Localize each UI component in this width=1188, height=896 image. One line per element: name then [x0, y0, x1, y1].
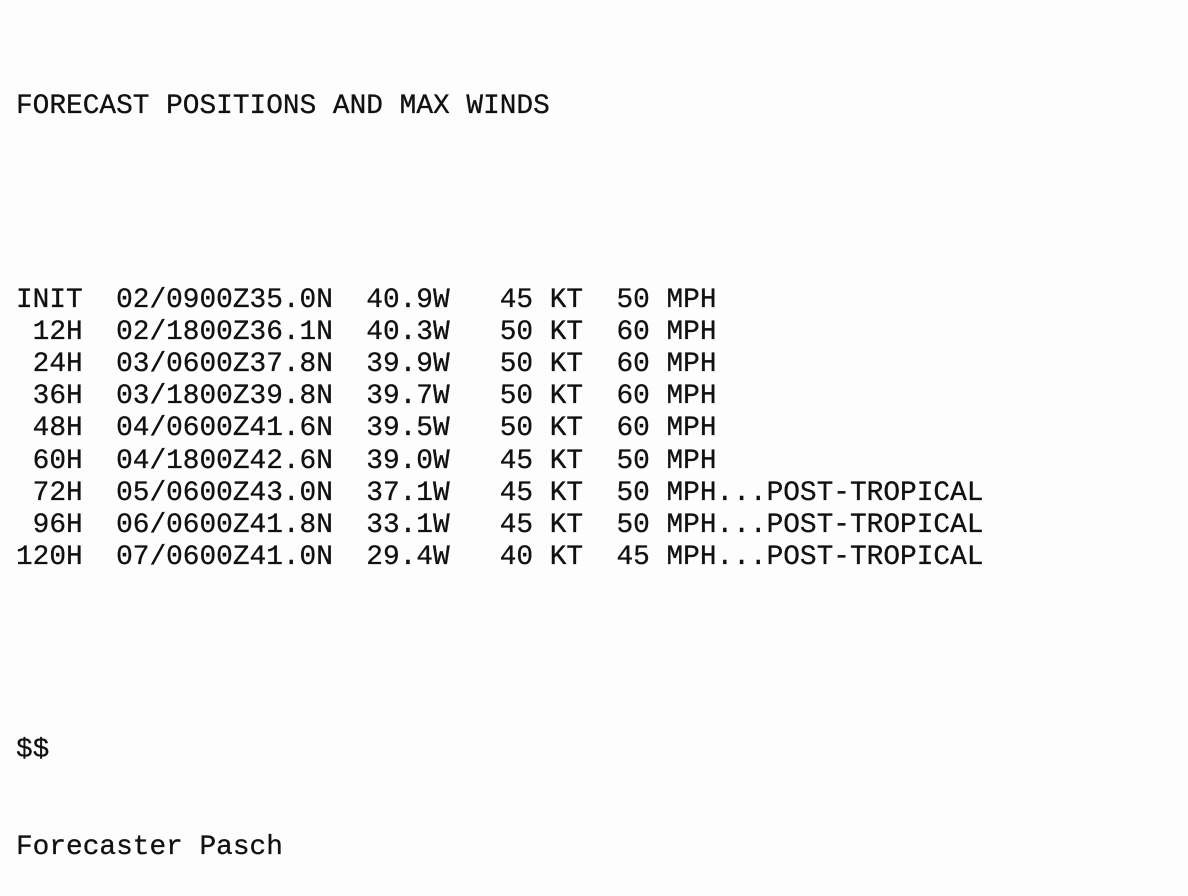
latitude: 41.6N [249, 413, 333, 445]
longitude: 39.0W [366, 445, 450, 477]
forecast-heading: FORECAST POSITIONS AND MAX WINDS [16, 91, 550, 123]
wind-mph: 60 MPH [616, 316, 717, 348]
longitude: 39.5W [366, 413, 450, 445]
forecast-hour: 60H [32, 445, 83, 477]
latitude: 43.0N [249, 477, 333, 509]
forecast-hour: 12H [32, 316, 83, 348]
wind-knots: 50 KT [499, 316, 584, 348]
status-note: ...POST-TROPICAL [716, 542, 984, 574]
table-row: 36H 03/1800Z39.8N 39.7W 50 KT 60 MPH [16, 381, 1188, 413]
longitude: 40.9W [366, 284, 450, 316]
forecast-hour: 72H [32, 477, 83, 509]
longitude: 37.1W [366, 477, 450, 509]
wind-mph: 50 MPH [616, 284, 717, 316]
valid-time: 02/0900Z [116, 284, 250, 316]
latitude: 39.8N [249, 381, 333, 413]
longitude: 39.9W [366, 348, 450, 380]
latitude: 35.0N [249, 284, 333, 316]
wind-knots: 45 KT [499, 445, 584, 477]
table-row: INIT 02/0900Z35.0N 40.9W 45 KT 50 MPH [16, 284, 1188, 317]
wind-mph: 45 MPH [616, 542, 717, 574]
valid-time: 04/1800Z [116, 445, 250, 477]
longitude: 39.7W [366, 381, 450, 413]
wind-knots: 45 KT [499, 477, 584, 509]
valid-time: 03/0600Z [116, 348, 250, 380]
end-marker: $$ [16, 735, 50, 767]
wind-knots: 50 KT [499, 348, 584, 380]
forecaster-signature: Forecaster Pasch [16, 831, 283, 863]
wind-knots: 50 KT [499, 413, 584, 445]
valid-time: 04/0600Z [116, 413, 250, 445]
wind-mph: 50 MPH [616, 477, 717, 509]
table-row: 60H 04/1800Z42.6N 39.0W 45 KT 50 MPH [16, 445, 1188, 478]
table-row: 72H 05/0600Z43.0N 37.1W 45 KT 50 MPH...POST-… [16, 478, 1188, 510]
wind-mph: 60 MPH [616, 413, 717, 445]
forecast-hour: 48H [32, 413, 83, 445]
wind-mph: 50 MPH [616, 509, 717, 541]
latitude: 41.0N [249, 542, 333, 574]
latitude: 36.1N [249, 316, 333, 348]
blank-line [16, 639, 1188, 671]
latitude: 42.6N [249, 445, 333, 477]
wind-knots: 40 KT [499, 542, 584, 574]
wind-mph: 60 MPH [616, 381, 717, 413]
status-note: ...POST-TROPICAL [716, 477, 984, 509]
forecast-hour: 24H [32, 348, 83, 380]
valid-time: 06/0600Z [116, 509, 250, 541]
wind-knots: 45 KT [499, 509, 584, 541]
table-row: 12H 02/1800Z36.1N 40.3W 50 KT 60 MPH [16, 317, 1188, 349]
latitude: 37.8N [249, 348, 333, 380]
wind-mph: 50 MPH [616, 445, 717, 477]
blank-line [16, 188, 1188, 220]
valid-time: 03/1800Z [116, 381, 250, 413]
forecast-hour: INIT [16, 284, 83, 316]
latitude: 41.8N [249, 509, 333, 541]
valid-time: 02/1800Z [116, 316, 250, 348]
forecast-table: INIT 02/0900Z35.0N 40.9W 45 KT 50 MPH 12H 02/1… [16, 284, 1188, 575]
table-row: 24H 03/0600Z37.8N 39.9W 50 KT 60 MPH [16, 349, 1188, 381]
longitude: 33.1W [366, 509, 450, 541]
forecast-hour: 36H [32, 381, 83, 413]
forecast-hour: 96H [32, 509, 83, 541]
wind-knots: 50 KT [499, 381, 584, 413]
table-row: 120H 07/0600Z41.0N 29.4W 40 KT 45 MPH...POST… [16, 542, 1188, 574]
forecast-hour: 120H [16, 542, 83, 574]
table-row: 96H 06/0600Z41.8N 33.1W 45 KT 50 MPH...POST-… [16, 510, 1188, 542]
longitude: 29.4W [366, 542, 450, 574]
longitude: 40.3W [366, 316, 450, 348]
wind-knots: 45 KT [499, 284, 584, 316]
valid-time: 05/0600Z [116, 477, 250, 509]
valid-time: 07/0600Z [116, 542, 250, 574]
table-row: 48H 04/0600Z41.6N 39.5W 50 KT 60 MPH [16, 413, 1188, 445]
wind-mph: 60 MPH [616, 348, 717, 380]
status-note: ...POST-TROPICAL [716, 509, 984, 541]
